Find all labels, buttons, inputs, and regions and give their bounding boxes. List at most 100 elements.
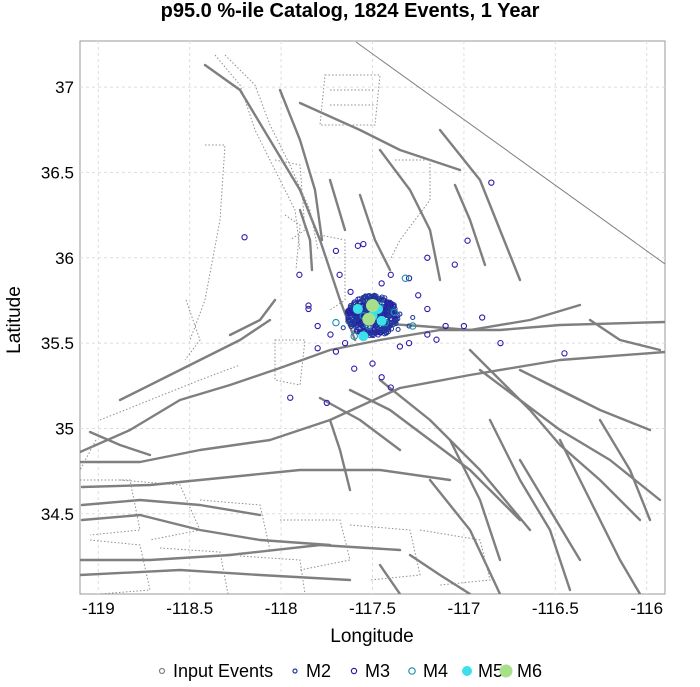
cluster-point	[352, 317, 359, 323]
point-m5	[358, 331, 369, 342]
cluster-point	[354, 328, 360, 335]
point-m3	[241, 234, 248, 241]
point-m3	[354, 242, 362, 249]
point-m2	[351, 323, 357, 329]
series-m6	[362, 299, 379, 326]
y-tick-labels: 34.5 35 35.5 36 36.5 37	[41, 78, 74, 524]
cluster-point	[383, 299, 390, 305]
chart-title: p95.0 %-ile Catalog, 1824 Events, 1 Year	[161, 0, 540, 22]
cluster-point	[345, 308, 352, 314]
grid-lines	[80, 41, 665, 594]
point-m3	[296, 271, 303, 278]
point-m2	[388, 306, 394, 312]
cluster-point	[349, 310, 355, 317]
point-m3	[415, 292, 422, 299]
x-tick-label: -116.5	[532, 599, 579, 618]
point-m3	[433, 336, 440, 343]
point-m3	[424, 331, 431, 338]
cluster-point	[360, 294, 366, 301]
point-m4	[408, 322, 417, 330]
point-m4	[332, 318, 340, 327]
cluster-point	[378, 296, 385, 303]
y-axis-label: Latitude	[4, 286, 25, 354]
legend-item: Input Events	[158, 661, 273, 681]
point-m3	[561, 350, 568, 357]
point-m2	[391, 320, 397, 326]
x-tick-label: -118	[265, 599, 298, 618]
legend-label: M4	[423, 661, 448, 681]
point-m2	[397, 311, 403, 317]
legend-item: M2	[292, 661, 331, 681]
point-m2	[380, 326, 387, 332]
legend-label: M2	[306, 661, 331, 681]
y-tick-label: 36	[55, 249, 74, 268]
point-m3	[378, 280, 385, 287]
earthquake-points	[241, 179, 568, 406]
point-m2	[386, 299, 392, 305]
cluster-point	[377, 329, 384, 336]
point-m4	[401, 274, 410, 282]
legend-item: M4	[408, 661, 448, 681]
cluster-point	[384, 311, 391, 317]
x-tick-label: -117	[448, 599, 481, 618]
point-m6	[362, 312, 376, 326]
point-m3	[305, 305, 312, 313]
point-m2	[340, 325, 346, 331]
point-m3	[387, 384, 394, 391]
legend-label: M3	[365, 661, 390, 681]
legend-marker	[408, 667, 416, 675]
point-m5	[352, 303, 363, 314]
y-tick-label: 37	[55, 78, 74, 97]
point-m6	[366, 299, 379, 313]
point-m3	[341, 339, 349, 347]
x-tick-label: -119	[82, 599, 115, 618]
point-m3	[396, 343, 404, 350]
point-m4	[350, 332, 358, 341]
legend-marker	[292, 668, 298, 674]
x-tick-label: -116	[630, 599, 663, 618]
legend-marker	[350, 667, 358, 675]
legend-item: M3	[350, 661, 390, 681]
legend-item: M6	[499, 661, 542, 681]
point-m3	[424, 305, 431, 313]
point-m3	[332, 348, 340, 355]
point-m3	[351, 365, 358, 372]
legend-marker	[499, 664, 513, 678]
point-m3	[332, 247, 340, 255]
point-m2	[410, 314, 416, 321]
x-tick-label: -117.5	[349, 599, 396, 618]
y-tick-label: 35.5	[41, 334, 74, 353]
point-m4	[390, 308, 399, 317]
fault-map	[80, 41, 665, 594]
point-m3	[497, 339, 504, 347]
point-m3	[451, 261, 458, 268]
point-m3	[405, 339, 413, 347]
point-m3	[287, 394, 294, 401]
legend-marker	[462, 666, 472, 676]
point-m3	[464, 237, 471, 244]
point-m2	[373, 323, 379, 329]
y-tick-label: 34.5	[41, 505, 74, 524]
point-m3	[442, 322, 449, 330]
point-m2	[360, 297, 366, 303]
point-m3	[305, 302, 312, 309]
point-m3	[314, 322, 321, 330]
point-m3	[405, 275, 413, 282]
cluster-point	[379, 294, 385, 300]
point-m3	[387, 271, 394, 278]
point-m2	[371, 292, 377, 298]
x-tick-label: -118.5	[166, 599, 213, 618]
point-m2	[346, 316, 352, 322]
point-m2	[369, 332, 376, 338]
point-m3	[460, 322, 468, 330]
point-m3	[488, 179, 495, 186]
cluster-point	[372, 329, 378, 335]
point-m3	[323, 399, 330, 406]
y-tick-label: 35	[55, 419, 74, 438]
point-m3	[360, 240, 367, 248]
legend-label: M6	[517, 661, 542, 681]
legend: Input Events M2 M3 M4 M5 M6	[158, 661, 542, 681]
y-tick-label: 36.5	[41, 163, 74, 182]
point-m3	[424, 254, 431, 261]
